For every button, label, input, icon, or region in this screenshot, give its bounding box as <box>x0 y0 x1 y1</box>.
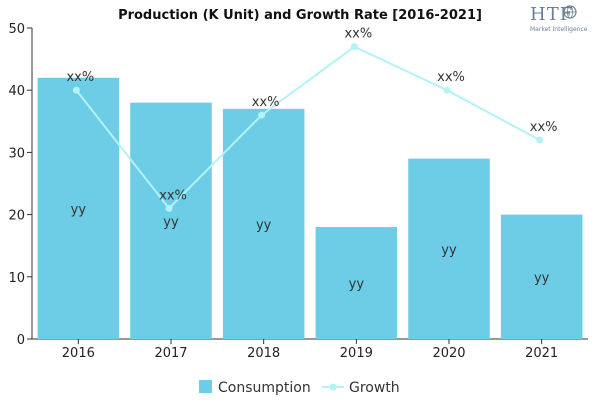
growth-value-label: xx% <box>437 70 465 85</box>
bar <box>37 77 120 339</box>
y-tick-label: 10 <box>8 271 25 286</box>
bar <box>408 158 490 339</box>
legend-label-growth: Growth <box>349 380 400 396</box>
logo-subtext: Market Intelligence <box>530 26 588 33</box>
chart-title: Production (K Unit) and Growth Rate [201… <box>118 8 482 23</box>
bar-value-label: yy <box>534 271 550 286</box>
data-labels: yy yy yy yy yy yy xx% xx% xx% xx% xx% xx% <box>66 27 557 292</box>
legend-swatch-consumption <box>199 380 212 393</box>
growth-point <box>536 136 544 144</box>
y-tick-label: 0 <box>17 333 25 348</box>
bar-value-label: yy <box>71 202 87 217</box>
htf-logo: HTF Market Intelligence <box>530 4 588 33</box>
growth-point <box>258 111 266 119</box>
growth-point <box>72 86 80 94</box>
x-tick-label: 2021 <box>525 346 558 361</box>
y-tick-label: 30 <box>8 146 25 161</box>
bar-value-label: yy <box>163 215 179 230</box>
bar <box>222 108 305 339</box>
x-axis: 2016 2017 2018 2019 2020 2021 <box>32 338 588 361</box>
bar <box>315 227 398 339</box>
x-tick-label: 2019 <box>340 346 373 361</box>
growth-value-label: xx% <box>344 27 372 42</box>
bar-series <box>37 77 583 339</box>
growth-value-label: xx% <box>530 120 558 135</box>
y-tick-label: 40 <box>8 84 25 99</box>
legend: Consumption Growth <box>199 380 400 396</box>
bar-value-label: yy <box>349 277 365 292</box>
x-tick-label: 2018 <box>247 346 280 361</box>
legend-label-consumption: Consumption <box>218 380 311 396</box>
bar <box>500 214 583 339</box>
growth-value-label: xx% <box>159 188 187 203</box>
growth-value-label: xx% <box>66 70 94 85</box>
growth-point <box>443 86 451 94</box>
y-tick-label: 50 <box>8 22 25 37</box>
x-tick-label: 2017 <box>154 346 187 361</box>
growth-point <box>165 204 173 212</box>
legend-swatch-growth <box>322 383 344 391</box>
globe-icon <box>563 5 577 19</box>
growth-point <box>350 43 358 51</box>
x-tick-label: 2016 <box>62 346 95 361</box>
growth-value-label: xx% <box>252 95 280 110</box>
growth-line <box>75 45 541 210</box>
bar-value-label: yy <box>441 243 457 258</box>
y-axis: 0 10 20 30 40 50 <box>8 22 33 348</box>
x-tick-label: 2020 <box>432 346 465 361</box>
bar <box>130 102 212 339</box>
line-series <box>72 43 544 212</box>
bar-value-label: yy <box>256 218 272 233</box>
y-tick-label: 20 <box>8 209 25 224</box>
logo-text: HTF <box>530 4 573 25</box>
